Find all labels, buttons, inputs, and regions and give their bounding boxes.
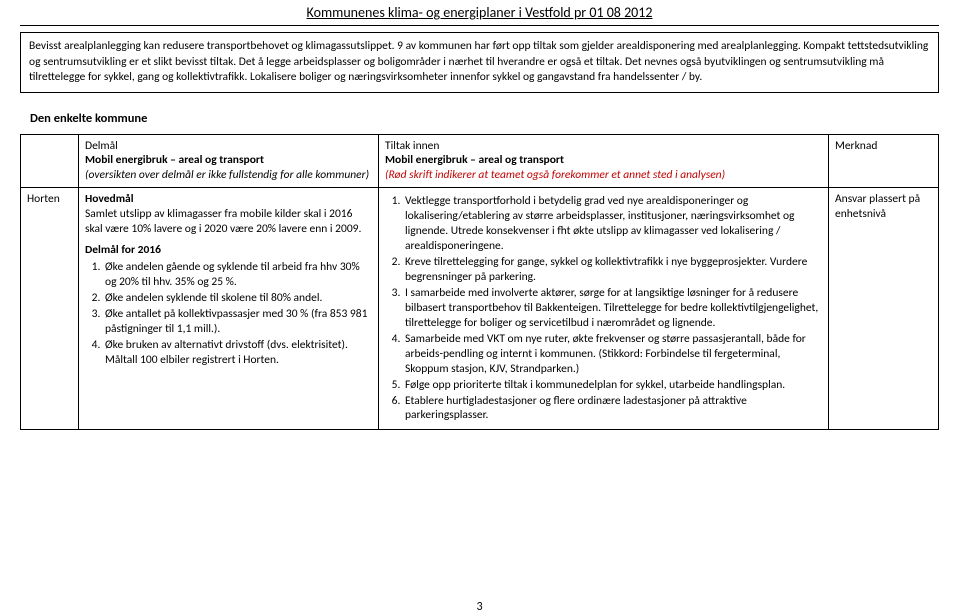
header-cell-merknad: Merknad bbox=[829, 134, 939, 188]
hovedmaal-heading: Hovedmål bbox=[85, 192, 134, 206]
list-item: Øke andelen gående og syklende til arbei… bbox=[103, 260, 372, 290]
list-item: Øke bruken av alternativt drivstoff (dvs… bbox=[103, 338, 372, 368]
hovedmaal-text: Samlet utslipp av klimagasser fra mobile… bbox=[85, 207, 361, 236]
kommune-name: Horten bbox=[27, 192, 60, 206]
col4-title: Merknad bbox=[835, 139, 877, 153]
intro-paragraph-box: Bevisst arealplanlegging kan redusere tr… bbox=[20, 32, 939, 93]
list-item: Etablere hurtigladestasjoner og flere or… bbox=[403, 394, 822, 424]
col3-title: Tiltak innen bbox=[385, 139, 439, 153]
delmaal-cell: Hovedmål Samlet utslipp av klimagasser f… bbox=[79, 188, 379, 430]
table-row: Horten Hovedmål Samlet utslipp av klimag… bbox=[21, 188, 939, 430]
list-item: Øke antallet på kollektivpassasjer med 3… bbox=[103, 307, 372, 337]
header-rule bbox=[20, 25, 939, 26]
header-cell-tiltak: Tiltak innen Mobil energibruk – areal og… bbox=[379, 134, 829, 188]
table-header-row: Delmål Mobil energibruk – areal og trans… bbox=[21, 134, 939, 188]
col2-title: Delmål bbox=[85, 139, 118, 153]
kommune-table: Delmål Mobil energibruk – areal og trans… bbox=[20, 134, 939, 431]
page-number: 3 bbox=[0, 600, 959, 614]
delmaal-list: Øke andelen gående og syklende til arbei… bbox=[85, 260, 372, 368]
list-item: I samarbeide med involverte aktører, sør… bbox=[403, 286, 822, 331]
merknad-cell: Ansvar plassert på enhetsnivå bbox=[829, 188, 939, 430]
col3-sub-italic: (Rød skrift indikerer at teamet også for… bbox=[385, 168, 725, 182]
intro-text: Bevisst arealplanlegging kan redusere tr… bbox=[29, 39, 928, 84]
header-cell-blank bbox=[21, 134, 79, 188]
list-item: Vektlegge transportforhold i betydelig g… bbox=[403, 194, 822, 254]
list-item: Øke andelen syklende til skolene til 80%… bbox=[103, 291, 372, 306]
header-cell-delmaal: Delmål Mobil energibruk – areal og trans… bbox=[79, 134, 379, 188]
list-item: Følge opp prioriterte tiltak i kommunede… bbox=[403, 378, 822, 393]
col3-sub-bold: Mobil energibruk – areal og transport bbox=[385, 153, 564, 167]
tiltak-list: Vektlegge transportforhold i betydelig g… bbox=[385, 194, 822, 423]
merknad-text: Ansvar plassert på enhetsnivå bbox=[835, 192, 920, 221]
tiltak-cell: Vektlegge transportforhold i betydelig g… bbox=[379, 188, 829, 430]
kommune-label-cell: Horten bbox=[21, 188, 79, 430]
list-item: Samarbeide med VKT om nye ruter, økte fr… bbox=[403, 332, 822, 377]
list-item: Kreve tilrettelegging for gange, sykkel … bbox=[403, 255, 822, 285]
col2-sub-bold: Mobil energibruk – areal og transport bbox=[85, 153, 264, 167]
col2-sub-italic: (oversikten over delmål er ikke fullsten… bbox=[85, 168, 369, 182]
page-header: Kommunenes klima- og energiplaner i Vest… bbox=[0, 0, 959, 23]
delmaal-sub-heading: Delmål for 2016 bbox=[85, 243, 372, 258]
section-title: Den enkelte kommune bbox=[30, 111, 959, 126]
